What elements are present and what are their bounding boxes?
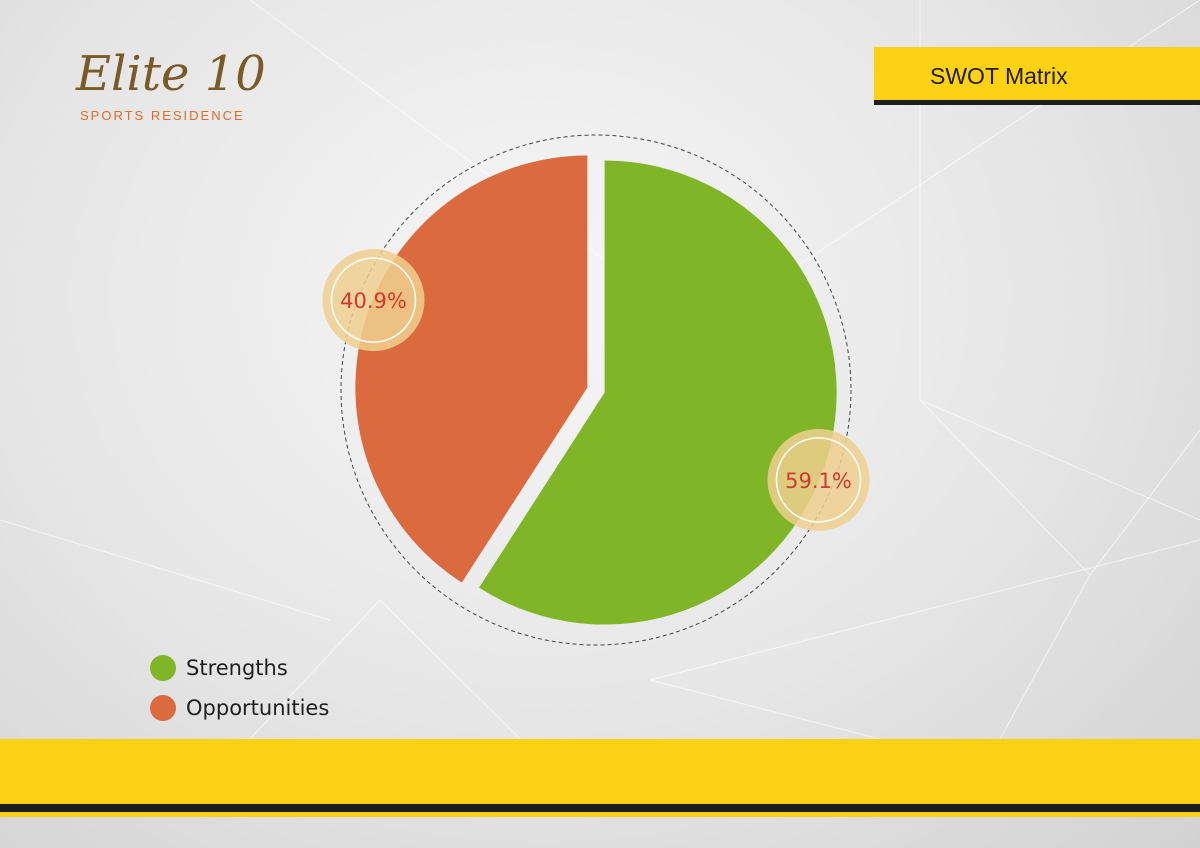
logo-subtitle: SPORTS RESIDENCE [80, 108, 245, 123]
legend-label-opportunities: Opportunities [186, 696, 330, 720]
logo: Elite 10 SPORTS RESIDENCE [76, 44, 266, 123]
logo-wordmark: Elite 10 [76, 46, 266, 102]
page-title: SWOT Matrix [930, 63, 1068, 89]
title-banner: SWOT Matrix [874, 47, 1200, 105]
pie-slice-strengths [479, 160, 837, 625]
legend-label-strengths: Strengths [186, 656, 288, 680]
legend-swatch-strengths [150, 655, 176, 681]
data-label-badge-opportunities: 40.9% [322, 249, 425, 352]
pie-outline-ring [340, 134, 852, 646]
legend-item-opportunities: Opportunities [150, 688, 329, 728]
footer-stripe-dark [0, 804, 1200, 812]
data-label-badge-strengths: 59.1% [767, 428, 870, 531]
pie-slice-opportunities [355, 155, 588, 583]
legend-item-strengths: Strengths [150, 648, 329, 688]
legend-swatch-opportunities [150, 695, 176, 721]
data-label-opportunities: 40.9% [340, 289, 407, 313]
data-label-strengths: 59.1% [785, 469, 852, 493]
footer-stripe-yellow [0, 812, 1200, 816]
legend: Strengths Opportunities [150, 648, 329, 728]
